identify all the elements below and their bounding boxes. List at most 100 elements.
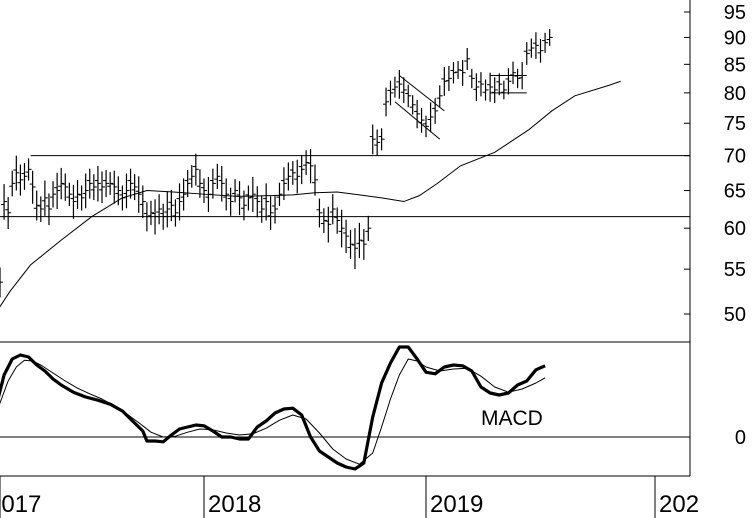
price-bar [383,87,390,117]
price-bar [176,183,183,221]
price-bar [201,178,207,204]
price-bar [54,172,61,210]
price-bar [272,194,279,224]
price-bar [139,185,146,219]
price-bar [468,68,475,89]
price-bar [111,170,118,204]
price-bar [445,65,452,92]
price-bar [276,182,283,207]
price-bar [473,73,480,102]
price-bar [491,77,498,103]
price-bar [316,198,323,228]
price-bar [546,29,553,46]
horizontal-reference-lines [0,155,690,218]
price-bar [351,228,358,270]
price-bar [205,176,212,213]
macd-line-thin [0,358,546,465]
price-bar [423,115,429,138]
price-bar [391,76,398,98]
price-bar [240,190,247,221]
price-bar [441,67,448,96]
price-bar [143,202,150,232]
y-tick-label: 50 [724,304,746,326]
price-bar [209,168,216,199]
price-bar [450,62,457,84]
price-bar [303,150,310,175]
price-bar [532,32,539,59]
y-tick-label: 60 [724,218,746,240]
price-bar [227,187,234,216]
y-tick-label: 80 [724,83,746,105]
macd-y-tick-label: 0 [735,427,746,449]
price-bar [537,39,544,63]
price-bar [103,170,110,198]
price-bar [78,185,85,211]
x-tick-labels: 2017 2018 2019 202 [0,476,699,518]
price-bar [396,69,403,99]
y-tick-label: 65 [724,181,746,203]
price-bar [510,61,517,85]
price-bar [152,199,159,235]
price-bar [496,73,503,96]
price-bar [455,61,462,79]
price-bar [338,209,345,248]
price-bar [427,102,434,133]
price-bar [25,158,32,181]
y-tick-label: 85 [724,54,746,76]
price-bar [347,229,354,260]
price-bar [107,172,114,195]
price-bar [232,179,239,203]
price-bar [298,155,305,185]
price-bar [192,153,199,186]
price-bar [365,215,372,241]
price-bar [245,185,252,211]
y-tick-label: 95 [724,2,746,24]
price-bar [436,85,443,107]
price-bar [289,161,296,185]
price-bar [523,42,530,65]
price-bar [258,195,265,223]
price-bar [325,206,332,243]
y-tick-label: 90 [724,27,746,49]
price-bar [387,80,394,106]
price-bar [280,167,287,201]
price-bar [115,176,122,206]
price-bar [360,229,367,260]
price-bar [86,168,93,199]
price-bars [0,29,553,298]
price-bar [62,173,69,201]
price-bar [156,194,163,225]
price-bar [29,170,36,204]
price-bar [432,98,439,124]
price-bar [66,182,73,207]
price-bar [58,167,65,200]
price-bar [374,129,381,156]
price-bar [94,165,101,202]
y-tick-label: 75 [724,113,746,135]
price-bar [294,159,301,194]
price-bar [0,267,3,298]
y-tick-label: 70 [724,146,746,168]
price-bar [356,222,363,259]
price-bar [378,128,385,151]
price-bar [74,179,81,210]
price-bar [464,48,471,70]
price-bar [459,59,466,86]
price-bar [214,163,221,190]
macd-line-thick [0,345,546,471]
x-tick-label: 2018 [208,491,261,518]
price-bar [196,169,203,198]
price-bar [5,197,12,230]
channel-line-1 [399,75,445,112]
price-bar [160,203,167,230]
price-bar [505,68,512,95]
price-bar [131,174,138,201]
price-bar [487,72,494,102]
price-bar [514,68,521,89]
price-bar [334,207,341,234]
price-bar [285,162,292,191]
price-bar [482,79,489,101]
price-bar [542,32,549,53]
